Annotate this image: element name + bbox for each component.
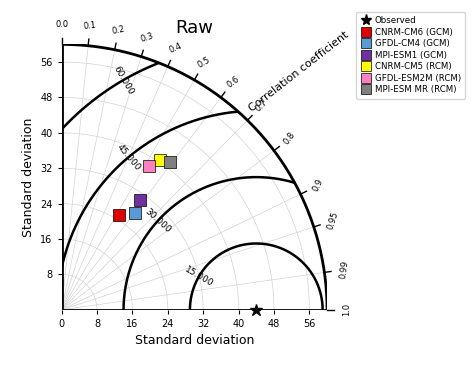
- X-axis label: Standard deviation: Standard deviation: [135, 334, 254, 348]
- Text: 0.1: 0.1: [83, 21, 97, 31]
- Text: 30.000: 30.000: [143, 207, 173, 235]
- Text: 1.0: 1.0: [343, 303, 351, 316]
- Text: 0.6: 0.6: [225, 74, 241, 89]
- Text: 45.000: 45.000: [115, 142, 142, 172]
- Text: 15.000: 15.000: [183, 265, 215, 289]
- Text: 0.8: 0.8: [283, 131, 298, 146]
- Text: 0.95: 0.95: [326, 211, 340, 231]
- Text: 0.3: 0.3: [139, 31, 155, 44]
- Text: 0.0: 0.0: [55, 20, 68, 29]
- Text: 0.99: 0.99: [338, 260, 350, 279]
- Text: 0.4: 0.4: [168, 42, 183, 55]
- Title: Raw: Raw: [175, 19, 213, 37]
- Text: 0.7: 0.7: [254, 98, 269, 114]
- Text: 0.9: 0.9: [311, 177, 325, 193]
- Y-axis label: Standard deviation: Standard deviation: [22, 117, 35, 237]
- Text: 0.5: 0.5: [196, 56, 212, 70]
- Legend: Observed, CNRM-CM6 (GCM), GFDL-CM4 (GCM), MPI-ESM1 (GCM), CNRM-CM5 (RCM), GFDL-E: Observed, CNRM-CM6 (GCM), GFDL-CM4 (GCM)…: [356, 12, 465, 99]
- Text: 0.2: 0.2: [111, 24, 126, 36]
- Text: 60.000: 60.000: [112, 64, 136, 96]
- Text: Correlation coefficient: Correlation coefficient: [247, 30, 351, 114]
